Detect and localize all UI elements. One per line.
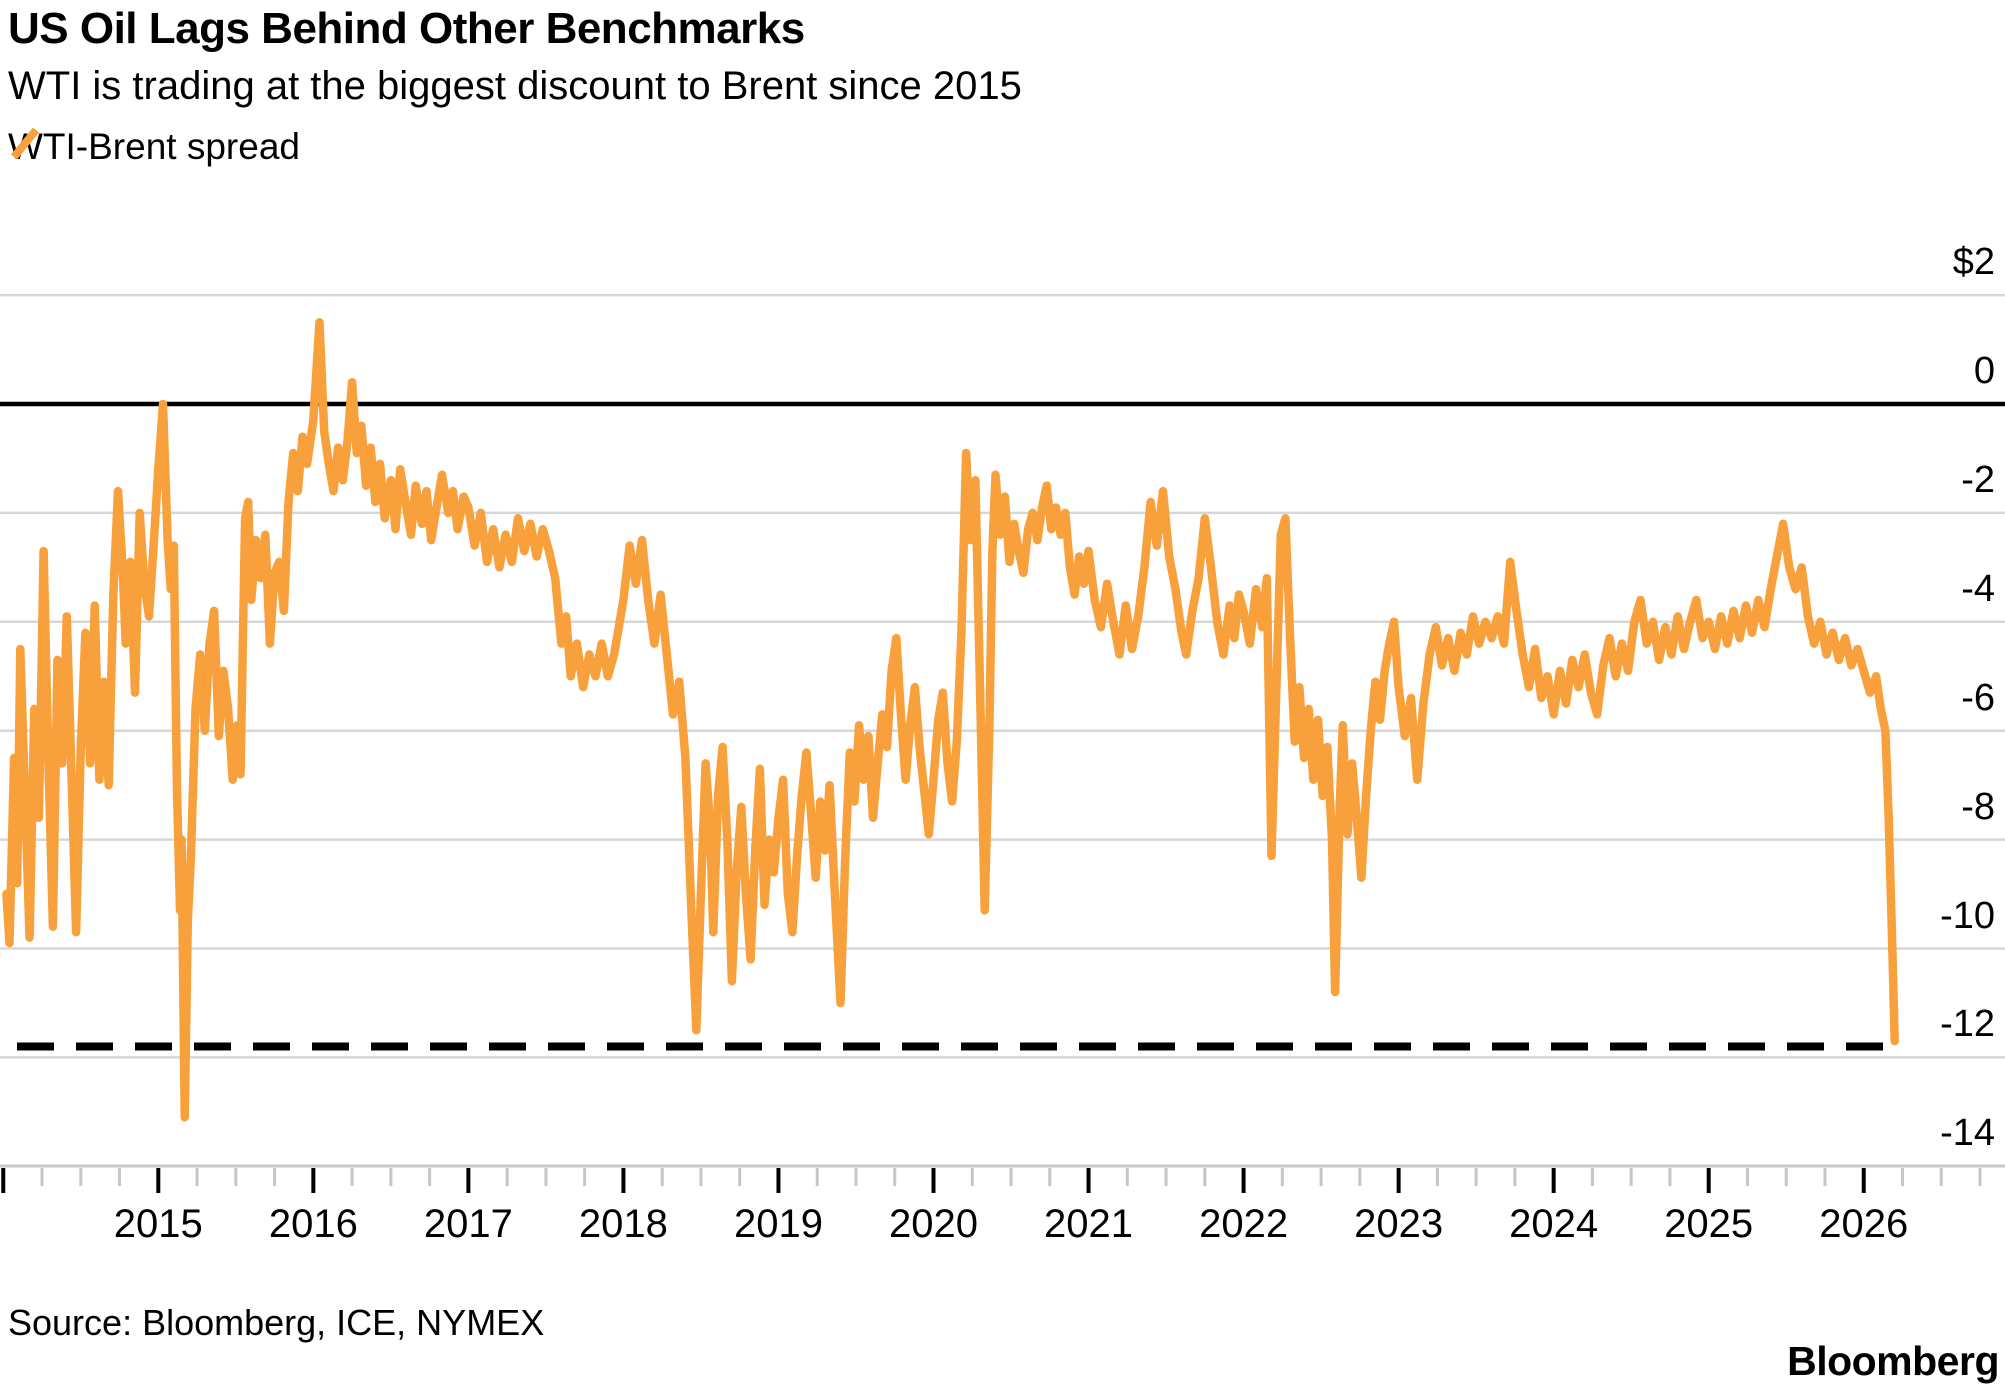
x-axis-label: 2026	[1819, 1202, 1909, 1246]
y-axis-label: -8	[1961, 785, 1995, 828]
chart-header: US Oil Lags Behind Other Benchmarks WTI …	[8, 4, 1022, 109]
legend: WTI-Brent spread	[8, 126, 300, 168]
x-axis-label: 2019	[733, 1202, 823, 1246]
x-axis-label: 2018	[578, 1202, 668, 1246]
legend-slash-icon	[10, 127, 40, 160]
chart-subtitle: WTI is trading at the biggest discount t…	[8, 63, 1022, 108]
chart-title: US Oil Lags Behind Other Benchmarks	[8, 4, 805, 53]
x-axis-label: 2022	[1199, 1202, 1289, 1246]
y-axis-label: -10	[1940, 894, 1995, 937]
series-line-wti-brent-spread	[2, 318, 1899, 1122]
x-axis-label: 2016	[268, 1202, 358, 1246]
x-axis-label: 2020	[889, 1202, 978, 1246]
x-axis-label: 2025	[1664, 1202, 1754, 1246]
x-axis-label: 2024	[1509, 1202, 1599, 1246]
x-axis-label: 2017	[423, 1202, 513, 1246]
y-axis-label: 0	[1973, 350, 1995, 392]
y-axis-label: -6	[1961, 676, 1995, 719]
x-axis-label: 2021	[1044, 1202, 1134, 1246]
bloomberg-logo: Bloomberg	[1787, 1338, 1999, 1384]
source-note: Source: Bloomberg, ICE, NYMEX	[8, 1302, 545, 1343]
y-axis-label: -14	[1940, 1112, 1995, 1155]
y-axis-label: -4	[1961, 567, 1995, 610]
y-axis-label: -12	[1940, 1003, 1995, 1046]
x-axis-label: 2023	[1354, 1202, 1444, 1246]
y-axis-label: $2	[1952, 241, 1995, 284]
legend-label: WTI-Brent spread	[8, 126, 300, 167]
y-axis-label: -2	[1961, 458, 1995, 501]
x-axis-label: 2015	[113, 1202, 203, 1246]
